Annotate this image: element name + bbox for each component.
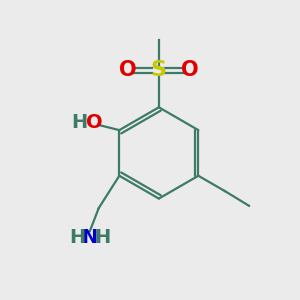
Text: O: O bbox=[119, 61, 137, 80]
Text: O: O bbox=[181, 61, 199, 80]
Text: N: N bbox=[82, 228, 98, 247]
Text: H: H bbox=[94, 228, 110, 247]
Text: S: S bbox=[151, 61, 167, 80]
Text: H: H bbox=[71, 113, 88, 132]
Text: H: H bbox=[69, 228, 85, 247]
Text: O: O bbox=[86, 113, 103, 132]
